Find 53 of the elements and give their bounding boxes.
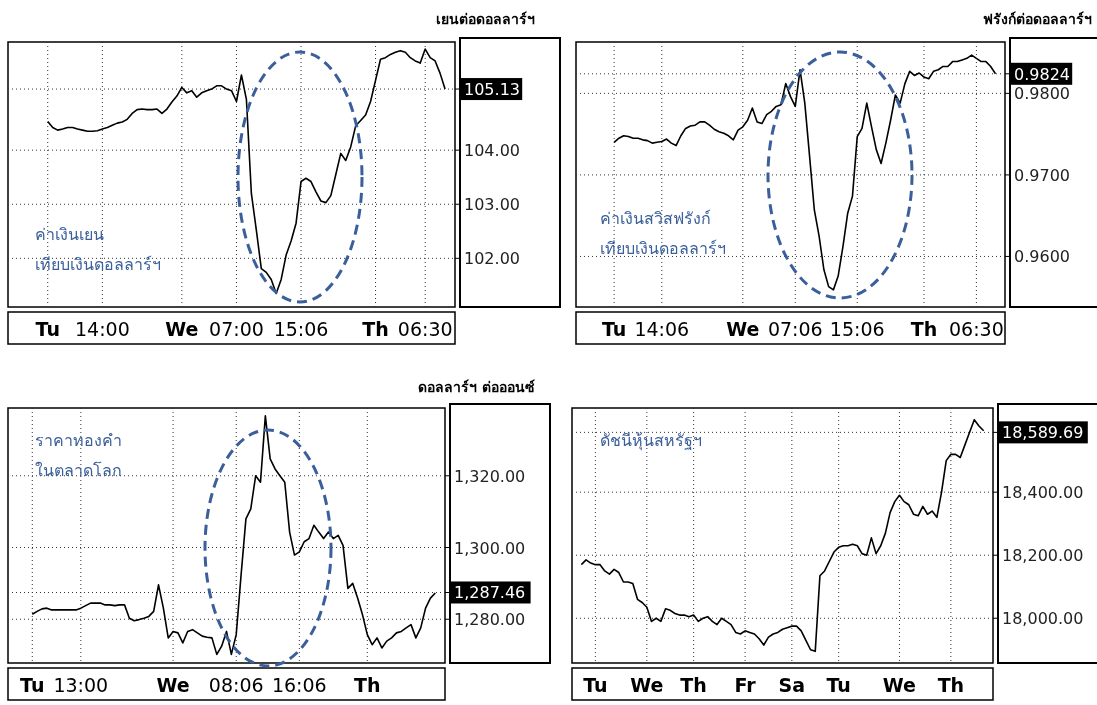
annotation: ค่าเงินเยน เทียบเงินดอลลาร์ฯ xyxy=(35,225,161,274)
x-tick-label: Th xyxy=(680,674,707,696)
y-tick-label: 18,200.00 xyxy=(1002,546,1084,566)
x-tick-label: 14:06 xyxy=(634,318,690,340)
x-tick-label: Tu xyxy=(35,318,60,340)
y-tick-label: 102.00 xyxy=(464,249,520,269)
y-tick-label: 1,280.00 xyxy=(454,610,526,630)
x-tick-label: 08:06 xyxy=(208,674,264,696)
x-tick-label: Th xyxy=(910,318,938,340)
x-tick-label: Th xyxy=(362,318,389,340)
y-tick-label: 104.00 xyxy=(464,141,520,161)
x-tick-label: 14:00 xyxy=(74,318,130,340)
x-tick-label: Th xyxy=(937,674,965,696)
x-tick-label: 06:30 xyxy=(397,318,453,340)
y-tick-label: 105.13 xyxy=(464,80,520,100)
annotation: ราคาทองคำ ในตลาดโลก xyxy=(35,431,122,480)
x-tick-label: Tu xyxy=(826,674,851,696)
annotation: ดัชนีหุ้นสหรัฐฯ xyxy=(600,431,702,451)
x-tick-label: 07:06 xyxy=(767,318,823,340)
x-tick-label: 13:00 xyxy=(53,674,109,696)
y-tick-label: 18,000.00 xyxy=(1002,609,1084,629)
y-tick-label: 18,400.00 xyxy=(1002,483,1084,503)
x-tick-label: 07:00 xyxy=(209,318,264,340)
x-tick-label: We xyxy=(630,674,664,696)
x-tick-label: Sa xyxy=(778,674,806,696)
y-tick-label: 1,287.46 xyxy=(454,583,526,603)
x-tick-label: 15:06 xyxy=(273,318,329,340)
y-tick-label: 1,320.00 xyxy=(454,466,526,486)
line-series xyxy=(580,418,985,653)
y-tick-label: 0.9800 xyxy=(1014,84,1070,104)
x-tick-label: 16:06 xyxy=(271,674,327,696)
line-series xyxy=(31,415,437,656)
text: ฟรังก์ต่อดอลลาร์ฯ xyxy=(983,11,1092,27)
y-tick-label: 0.9600 xyxy=(1014,247,1070,267)
annotation: ค่าเงินสวิสฟรังก์ เทียบเงินดอลลาร์ฯ xyxy=(600,209,726,258)
y-tick-label: 0.9824 xyxy=(1014,64,1070,84)
y-tick-label: 18,589.69 xyxy=(1002,423,1084,443)
x-tick-label: Tu xyxy=(583,674,608,696)
y-tick-label: 103.00 xyxy=(464,195,520,215)
x-tick-label: Tu xyxy=(20,674,45,696)
y-tick-label: 0.9700 xyxy=(1014,165,1070,185)
x-tick-label: Fr xyxy=(734,674,757,696)
x-tick-label: 15:06 xyxy=(829,318,885,340)
text: ดอลลาร์ฯ ต่อออนซ์ xyxy=(418,379,535,395)
x-tick-label: Tu xyxy=(601,318,627,340)
x-tick-label: We xyxy=(726,318,760,340)
x-tick-label: We xyxy=(156,674,190,696)
x-tick-label: 06:30 xyxy=(949,318,1004,340)
x-tick-label: We xyxy=(165,318,199,340)
x-tick-label: We xyxy=(882,674,917,696)
text: เยนต่อดอลลาร์ฯ xyxy=(436,11,535,27)
x-tick-label: Th xyxy=(354,674,381,696)
y-tick-label: 1,300.00 xyxy=(454,538,526,558)
